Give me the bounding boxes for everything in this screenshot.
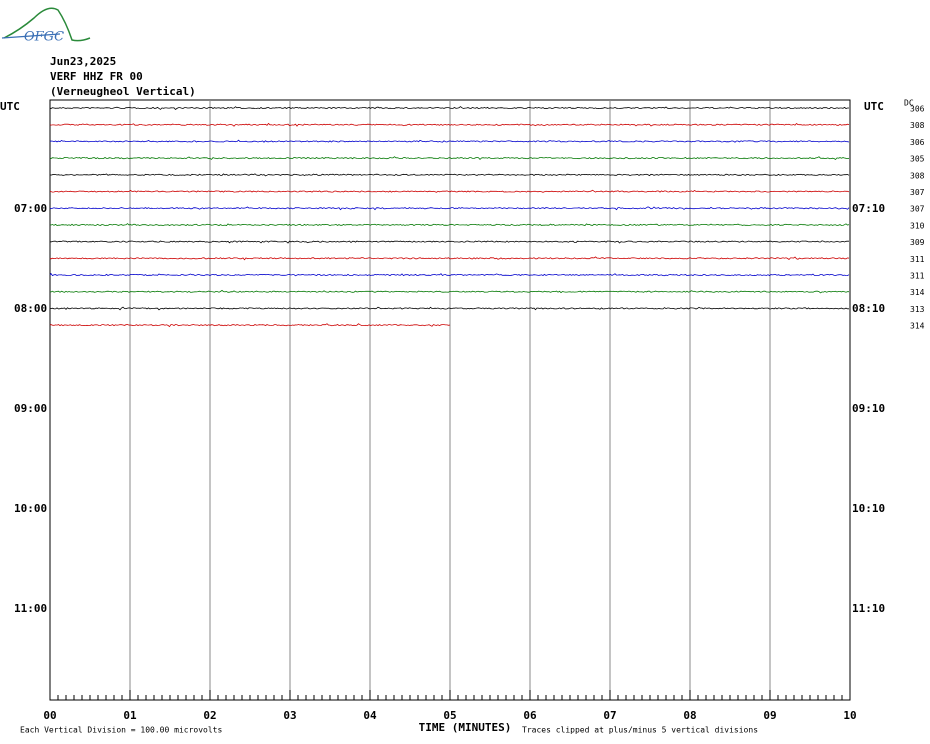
trace — [49, 289, 850, 294]
trace — [49, 189, 850, 193]
footer-right: Traces clipped at plus/minus 5 vertical … — [522, 726, 758, 735]
dc-value: 314 — [910, 288, 925, 297]
dc-value: 306 — [910, 138, 925, 147]
dc-value: 314 — [910, 322, 925, 331]
dc-value: 310 — [910, 221, 925, 230]
left-label: 08:00 — [14, 302, 47, 315]
dc-value: 311 — [910, 272, 925, 281]
dc-value: 311 — [910, 255, 925, 264]
dc-value: 308 — [910, 121, 925, 130]
dc-value: 309 — [910, 238, 925, 247]
dc-value: 307 — [910, 205, 925, 214]
trace — [49, 306, 849, 311]
right-label: 09:10 — [852, 402, 885, 415]
x-title: TIME (MINUTES) — [419, 721, 512, 734]
left-label: UTC — [0, 100, 20, 113]
right-label: 11:10 — [852, 602, 885, 615]
right-label: 10:10 — [852, 502, 885, 515]
trace — [49, 106, 849, 111]
right-label: 08:10 — [852, 302, 885, 315]
x-tick-label: 10 — [843, 709, 856, 722]
trace — [49, 240, 849, 244]
logo-mark — [3, 7, 91, 42]
x-tick-label: 09 — [763, 709, 776, 722]
x-tick-label: 00 — [43, 709, 56, 722]
left-label: 09:00 — [14, 402, 47, 415]
left-label: 07:00 — [14, 202, 47, 215]
right-label: UTC — [864, 100, 884, 113]
logo-text: OFGC — [24, 30, 64, 45]
trace — [49, 122, 850, 127]
dc-value: 305 — [910, 155, 925, 164]
x-tick-label: 02 — [203, 709, 216, 722]
trace — [49, 206, 850, 211]
x-tick-label: 06 — [523, 709, 537, 722]
left-label: 11:00 — [14, 602, 47, 615]
description: (Verneugheol Vertical) — [50, 85, 196, 98]
x-tick-label: 05 — [443, 709, 456, 722]
dc-value: 307 — [910, 188, 925, 197]
footer-left: Each Vertical Division = 100.00 microvol… — [20, 726, 222, 735]
right-label: 07:10 — [852, 202, 885, 215]
dc-label: DC — [904, 99, 914, 108]
dc-value: 306 — [910, 105, 925, 114]
trace — [49, 173, 850, 177]
left-label: 10:00 — [14, 502, 47, 515]
station: VERF HHZ FR 00 — [50, 70, 143, 83]
x-tick-label: 01 — [123, 709, 137, 722]
logo-swoosh — [1, 33, 61, 39]
trace — [49, 323, 451, 328]
trace — [49, 156, 850, 161]
dc-value: 308 — [910, 171, 925, 180]
x-tick-label: 08 — [683, 709, 696, 722]
trace — [49, 272, 850, 277]
x-tick-label: 07 — [603, 709, 616, 722]
x-tick-label: 04 — [363, 709, 377, 722]
x-tick-label: 03 — [283, 709, 296, 722]
trace — [49, 139, 850, 143]
dc-value: 313 — [910, 305, 925, 314]
trace — [49, 256, 850, 261]
trace — [49, 223, 850, 227]
date: Jun23,2025 — [50, 55, 116, 68]
